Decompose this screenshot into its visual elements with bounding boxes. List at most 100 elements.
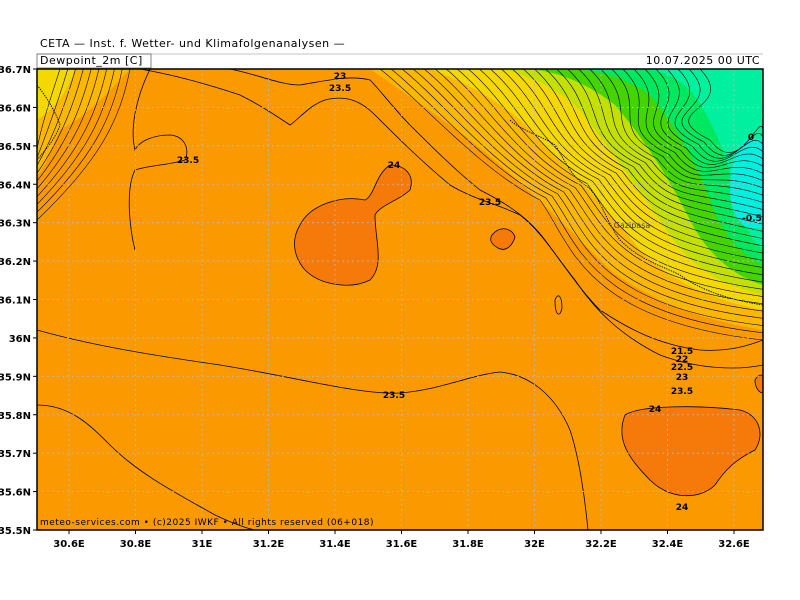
contour-line xyxy=(37,69,131,221)
contour-line xyxy=(37,69,100,190)
contour-line xyxy=(37,69,115,205)
contour-line xyxy=(490,69,763,268)
lat-tick-label: 36N xyxy=(9,334,31,345)
contour-line xyxy=(633,69,763,174)
contour-label: 24 xyxy=(388,161,401,171)
contour-line xyxy=(401,69,763,326)
contour-line xyxy=(37,69,61,151)
contour-line xyxy=(479,69,763,276)
graticule xyxy=(37,69,763,530)
contour-line xyxy=(556,69,763,225)
lon-tick-label: 32E xyxy=(524,539,545,550)
contour-line xyxy=(390,69,763,334)
lat-tick-label: 35.9N xyxy=(0,372,31,383)
contour-label: 23.5 xyxy=(177,156,199,166)
lon-tick-label: 31.6E xyxy=(386,539,418,550)
field-warm-blob-mid xyxy=(490,228,515,250)
contour-label: 23.5 xyxy=(479,198,501,208)
contour-label: 23.5 xyxy=(329,84,351,94)
lon-tick-label: 32.4E xyxy=(652,539,684,550)
contour-label: -0.5 xyxy=(742,214,762,224)
contour-line xyxy=(37,69,107,197)
contour-line xyxy=(423,69,763,312)
lat-tick-label: 36.6N xyxy=(0,103,31,114)
contour-24-south xyxy=(621,406,761,497)
contour-label: 24 xyxy=(649,405,662,415)
contour-line xyxy=(37,69,84,174)
contour-line xyxy=(512,69,763,254)
contour-line xyxy=(578,69,763,210)
lat-tick-label: 35.7N xyxy=(0,449,31,460)
contour-label: 23 xyxy=(334,72,347,82)
lat-tick-label: 36.2N xyxy=(0,257,31,268)
contour-23.5-south xyxy=(37,329,589,530)
lon-tick-label: 30.6E xyxy=(53,539,85,550)
lon-tick-label: 31.4E xyxy=(319,539,351,550)
header-datetime: 10.07.2025 00 UTC xyxy=(645,54,760,67)
lon-tick-label: 30.8E xyxy=(120,539,152,550)
lon-tick-label: 31.2E xyxy=(253,539,285,550)
contour-label: 21.5 xyxy=(671,347,693,357)
coastline xyxy=(509,119,763,306)
contour-line xyxy=(545,69,763,232)
lat-tick-label: 36.3N xyxy=(0,219,31,230)
contour-line xyxy=(37,69,69,158)
contour-line xyxy=(674,69,763,159)
contour-23.5-top xyxy=(139,69,763,369)
contour-line xyxy=(412,69,763,319)
lat-tick-label: 36.7N xyxy=(0,65,31,76)
lat-tick-label: 36.4N xyxy=(0,180,31,191)
contour-line xyxy=(446,69,763,297)
contour-line xyxy=(379,69,763,341)
contour-23.5-west xyxy=(128,69,188,251)
contour-line xyxy=(622,69,763,181)
contour-line xyxy=(37,69,92,182)
coastline-west xyxy=(37,84,61,161)
contour-label: 22 xyxy=(676,355,689,365)
contour-line xyxy=(688,69,763,153)
lat-tick-label: 35.5N xyxy=(0,526,31,537)
lon-tick-label: 32.2E xyxy=(585,539,617,550)
lat-tick-label: 35.6N xyxy=(0,488,31,499)
contour-label: 22.5 xyxy=(671,363,693,373)
place-label-gazipasa: Gazipasa xyxy=(614,221,651,230)
contour-label: 23.5 xyxy=(671,387,693,397)
contour-23-top xyxy=(229,69,763,351)
contour-line xyxy=(600,69,763,196)
header-variable: Dewpoint_2m [C] xyxy=(40,54,143,67)
contour-23.5-southwest xyxy=(37,404,256,530)
contour-small-blob xyxy=(554,295,563,315)
contour-mid-blob xyxy=(490,228,516,250)
contour-line xyxy=(523,69,763,247)
lon-tick-label: 32.6E xyxy=(718,539,750,550)
contour-line xyxy=(501,69,763,261)
latitude-axis: 36.7N 36.6N 36.5N 36.4N 36.3N 36.2N 36.1N 36N 35… xyxy=(0,65,37,537)
field-warm-blob-south xyxy=(621,406,760,496)
contour-edge-blob xyxy=(754,374,763,394)
contour-line xyxy=(567,69,763,218)
lon-tick-label: 31.8E xyxy=(452,539,484,550)
variable-box xyxy=(36,53,152,69)
contour-label: 23 xyxy=(676,373,689,383)
field-top-left-band xyxy=(37,69,75,120)
field-east-cyan-green xyxy=(640,69,763,250)
contour-line xyxy=(666,69,763,162)
lon-tick-label: 31E xyxy=(192,539,213,550)
contour-label: 24 xyxy=(676,503,689,513)
header-organization: CETA — Inst. f. Wetter- und Klimafolgena… xyxy=(40,37,346,50)
contour-stack-west xyxy=(37,69,131,221)
contour-line xyxy=(644,69,763,169)
lat-tick-label: 36.5N xyxy=(0,142,31,153)
contour-line xyxy=(434,69,763,305)
contour-label: 23.5 xyxy=(383,391,405,401)
contour-line xyxy=(37,69,123,213)
field-warm-blob-west xyxy=(294,165,412,286)
lat-tick-label: 36.1N xyxy=(0,296,31,307)
contour-24-blob xyxy=(294,164,412,286)
longitude-axis: 30.6E 30.8E 31E 31.2E 31.4E 31.6E 31.8E 32E 32.2… xyxy=(53,530,750,550)
contour-label: 0 xyxy=(748,133,754,143)
contour-line xyxy=(534,69,763,239)
contour-lines xyxy=(37,69,763,530)
contour-line xyxy=(655,69,763,165)
